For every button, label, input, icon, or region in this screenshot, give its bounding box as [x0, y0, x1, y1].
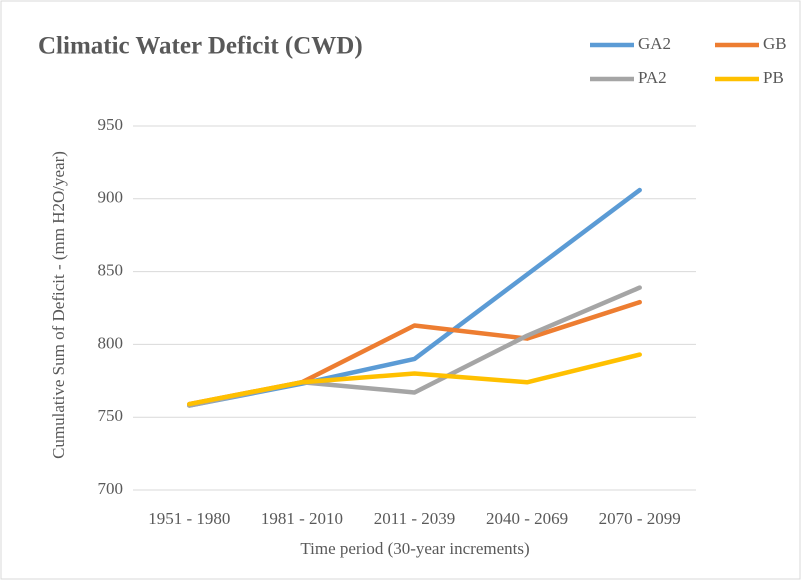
legend-label: GB — [763, 34, 787, 53]
series-line — [187, 352, 642, 407]
x-tick-label: 2011 - 2039 — [374, 509, 456, 528]
x-tick-label: 2070 - 2099 — [599, 509, 681, 528]
legend-label: GA2 — [638, 34, 671, 53]
y-axis-label: Cumulative Sum of Deficit - (mm H2O/year… — [49, 151, 68, 459]
y-tick-label: 900 — [98, 188, 124, 207]
y-tick-label: 800 — [98, 333, 124, 352]
legend-label: PA2 — [638, 68, 667, 87]
x-tick-label: 1951 - 1980 — [148, 509, 230, 528]
chart-title: Climatic Water Deficit (CWD) — [38, 33, 363, 60]
x-axis-label: Time period (30-year increments) — [300, 539, 529, 558]
y-tick-label: 850 — [98, 261, 124, 280]
legend-label: PB — [763, 68, 784, 87]
y-tick-label: 700 — [98, 479, 124, 498]
y-tick-label: 950 — [98, 115, 124, 134]
y-tick-label: 750 — [98, 406, 124, 425]
x-tick-label: 2040 - 2069 — [486, 509, 568, 528]
x-tick-label: 1981 - 2010 — [261, 509, 343, 528]
